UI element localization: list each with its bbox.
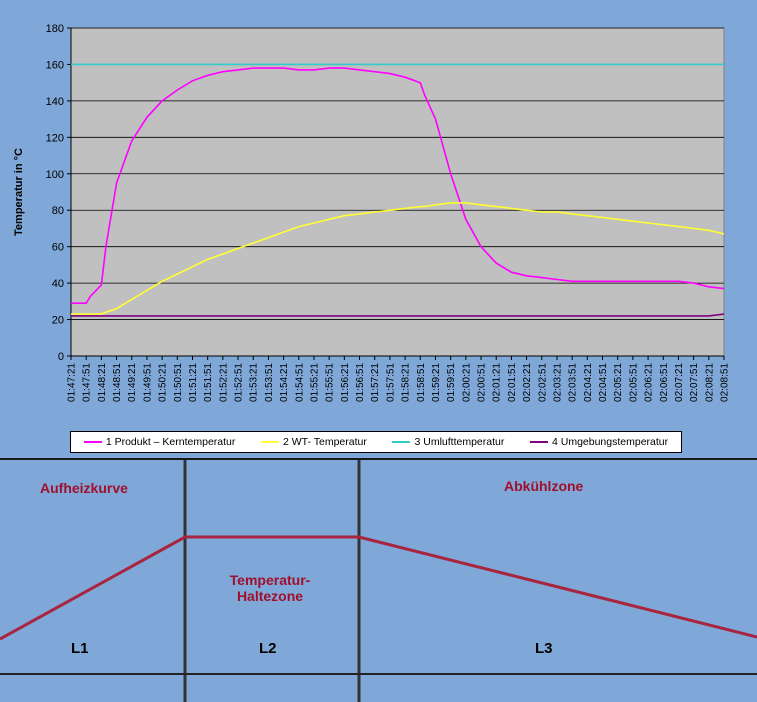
x-tick-label-5: 01:49:51 bbox=[142, 363, 153, 402]
x-tick-label-37: 02:05:51 bbox=[628, 363, 639, 402]
cooling-zone-label: Abkühlzone bbox=[504, 478, 584, 494]
x-tick-label-11: 01:52:51 bbox=[234, 363, 245, 402]
x-tick-label-29: 02:01:51 bbox=[507, 363, 518, 402]
x-tick-label-0: 01:47:21 bbox=[67, 363, 78, 402]
x-tick-label-34: 02:04:21 bbox=[583, 363, 594, 402]
hold-zone-label-line2: Haltezone bbox=[236, 588, 304, 604]
segment-label-l3: L3 bbox=[535, 640, 553, 657]
plot-area bbox=[70, 27, 725, 357]
x-tick-label-15: 01:54:51 bbox=[294, 363, 305, 402]
legend-item-1: 1 Produkt – Kerntemperatur bbox=[83, 436, 236, 448]
x-tick-label-17: 01:55:51 bbox=[325, 363, 336, 402]
x-tick-label-7: 01:50:51 bbox=[173, 363, 184, 402]
x-tick-label-25: 01:59:51 bbox=[446, 363, 457, 402]
legend-item-4: 4 Umgebungstemperatur bbox=[529, 436, 669, 448]
x-tick-label-9: 01:51:51 bbox=[203, 363, 214, 402]
series-line-4 bbox=[71, 313, 725, 317]
y-tick-label-0: 0 bbox=[58, 351, 64, 363]
temperature-chart: 0 20 40 60 80 100 120 140 160 180 01:47:21 01:47:51… bbox=[13, 23, 731, 402]
y-tick-label-9: 180 bbox=[46, 23, 64, 35]
legend-label-3: 3 Umlufttemperatur bbox=[414, 436, 505, 448]
series-line-1 bbox=[71, 67, 725, 305]
segment-label-l1: L1 bbox=[71, 640, 89, 657]
x-tick-label-32: 02:03:21 bbox=[552, 363, 563, 402]
y-tick-label-6: 120 bbox=[46, 132, 64, 144]
legend-item-2: 2 WT- Temperatur bbox=[261, 436, 367, 448]
process-profile-line bbox=[0, 535, 757, 641]
hold-zone-label: Temperatur- Haltezone bbox=[205, 572, 335, 604]
legend-label-1: 1 Produkt – Kerntemperatur bbox=[105, 436, 236, 448]
zones-diagram bbox=[0, 460, 757, 702]
x-tick-label-24: 01:59:21 bbox=[431, 363, 442, 402]
x-tick-label-20: 01:57:21 bbox=[370, 363, 381, 402]
legend-swatch-3 bbox=[392, 441, 411, 443]
x-tick-label-12: 01:53:21 bbox=[249, 363, 260, 402]
x-tick-label-16: 01:55:21 bbox=[309, 363, 320, 402]
x-tick-label-22: 01:58:21 bbox=[401, 363, 412, 402]
chart-panel: 0 20 40 60 80 100 120 140 160 180 01:47:21 01:47:51… bbox=[13, 23, 731, 453]
legend-label-4: 4 Umgebungstemperatur bbox=[551, 436, 669, 448]
zones-panel: Aufheizkurve Temperatur- Haltezone Abküh… bbox=[0, 458, 757, 702]
x-tick-label-18: 01:56:21 bbox=[340, 363, 351, 402]
x-tick-label-39: 02:06:51 bbox=[659, 363, 670, 402]
legend-item-3: 3 Umlufttemperatur bbox=[392, 436, 504, 448]
y-tick-label-2: 40 bbox=[52, 278, 64, 290]
x-tick-label-19: 01:56:51 bbox=[355, 363, 366, 402]
x-tick-label-6: 01:50:21 bbox=[158, 363, 169, 402]
y-axis-title: Temperatur in °C bbox=[13, 148, 25, 236]
x-tick-label-3: 01:48:51 bbox=[112, 363, 123, 402]
x-tick-label-30: 02:02:21 bbox=[522, 363, 533, 402]
x-tick-label-26: 02:00:21 bbox=[461, 363, 472, 402]
x-tick-label-41: 02:07:51 bbox=[689, 363, 700, 402]
x-tick-label-36: 02:05:21 bbox=[613, 363, 624, 402]
x-tick-label-23: 01:58:51 bbox=[416, 363, 427, 402]
x-tick-label-40: 02:07:21 bbox=[674, 363, 685, 402]
y-tick-label-5: 100 bbox=[46, 169, 64, 181]
x-tick-label-10: 01:52:21 bbox=[218, 363, 229, 402]
legend-label-2: 2 WT- Temperatur bbox=[283, 436, 367, 448]
x-tick-label-21: 01:57:51 bbox=[385, 363, 396, 402]
heating-zone-label: Aufheizkurve bbox=[40, 480, 128, 496]
y-tick-label-1: 20 bbox=[52, 315, 64, 327]
y-tick-label-3: 60 bbox=[52, 242, 64, 254]
legend-swatch-2 bbox=[261, 441, 280, 443]
x-tick-label-8: 01:51:21 bbox=[188, 363, 199, 402]
series-line-2 bbox=[71, 202, 725, 315]
x-tick-label-35: 02:04:51 bbox=[598, 363, 609, 402]
y-tick-label-8: 160 bbox=[46, 59, 64, 71]
y-tick-label-4: 80 bbox=[52, 205, 64, 217]
x-tick-label-13: 01:53:51 bbox=[264, 363, 275, 402]
x-tick-label-33: 02:03:51 bbox=[568, 363, 579, 402]
chart-legend: 1 Produkt – Kerntemperatur 2 WT- Temperat… bbox=[70, 431, 682, 453]
x-tick-label-27: 02:00:51 bbox=[477, 363, 488, 402]
legend-swatch-1 bbox=[83, 441, 102, 443]
x-tick-label-2: 01:48:21 bbox=[97, 363, 108, 402]
hold-zone-label-line1: Temperatur- bbox=[229, 572, 311, 588]
legend-swatch-4 bbox=[529, 441, 548, 443]
x-tick-label-1: 01:47:51 bbox=[82, 363, 93, 402]
x-tick-label-43: 02:08:51 bbox=[720, 363, 731, 402]
x-tick-label-4: 01:49:21 bbox=[127, 363, 138, 402]
segment-label-l2: L2 bbox=[259, 640, 277, 657]
x-tick-label-14: 01:54:21 bbox=[279, 363, 290, 402]
x-tick-label-31: 02:02:51 bbox=[537, 363, 548, 402]
y-tick-label-7: 140 bbox=[46, 96, 64, 108]
x-tick-label-42: 02:08:21 bbox=[704, 363, 715, 402]
x-tick-label-38: 02:06:21 bbox=[644, 363, 655, 402]
x-tick-label-28: 02:01:21 bbox=[492, 363, 503, 402]
